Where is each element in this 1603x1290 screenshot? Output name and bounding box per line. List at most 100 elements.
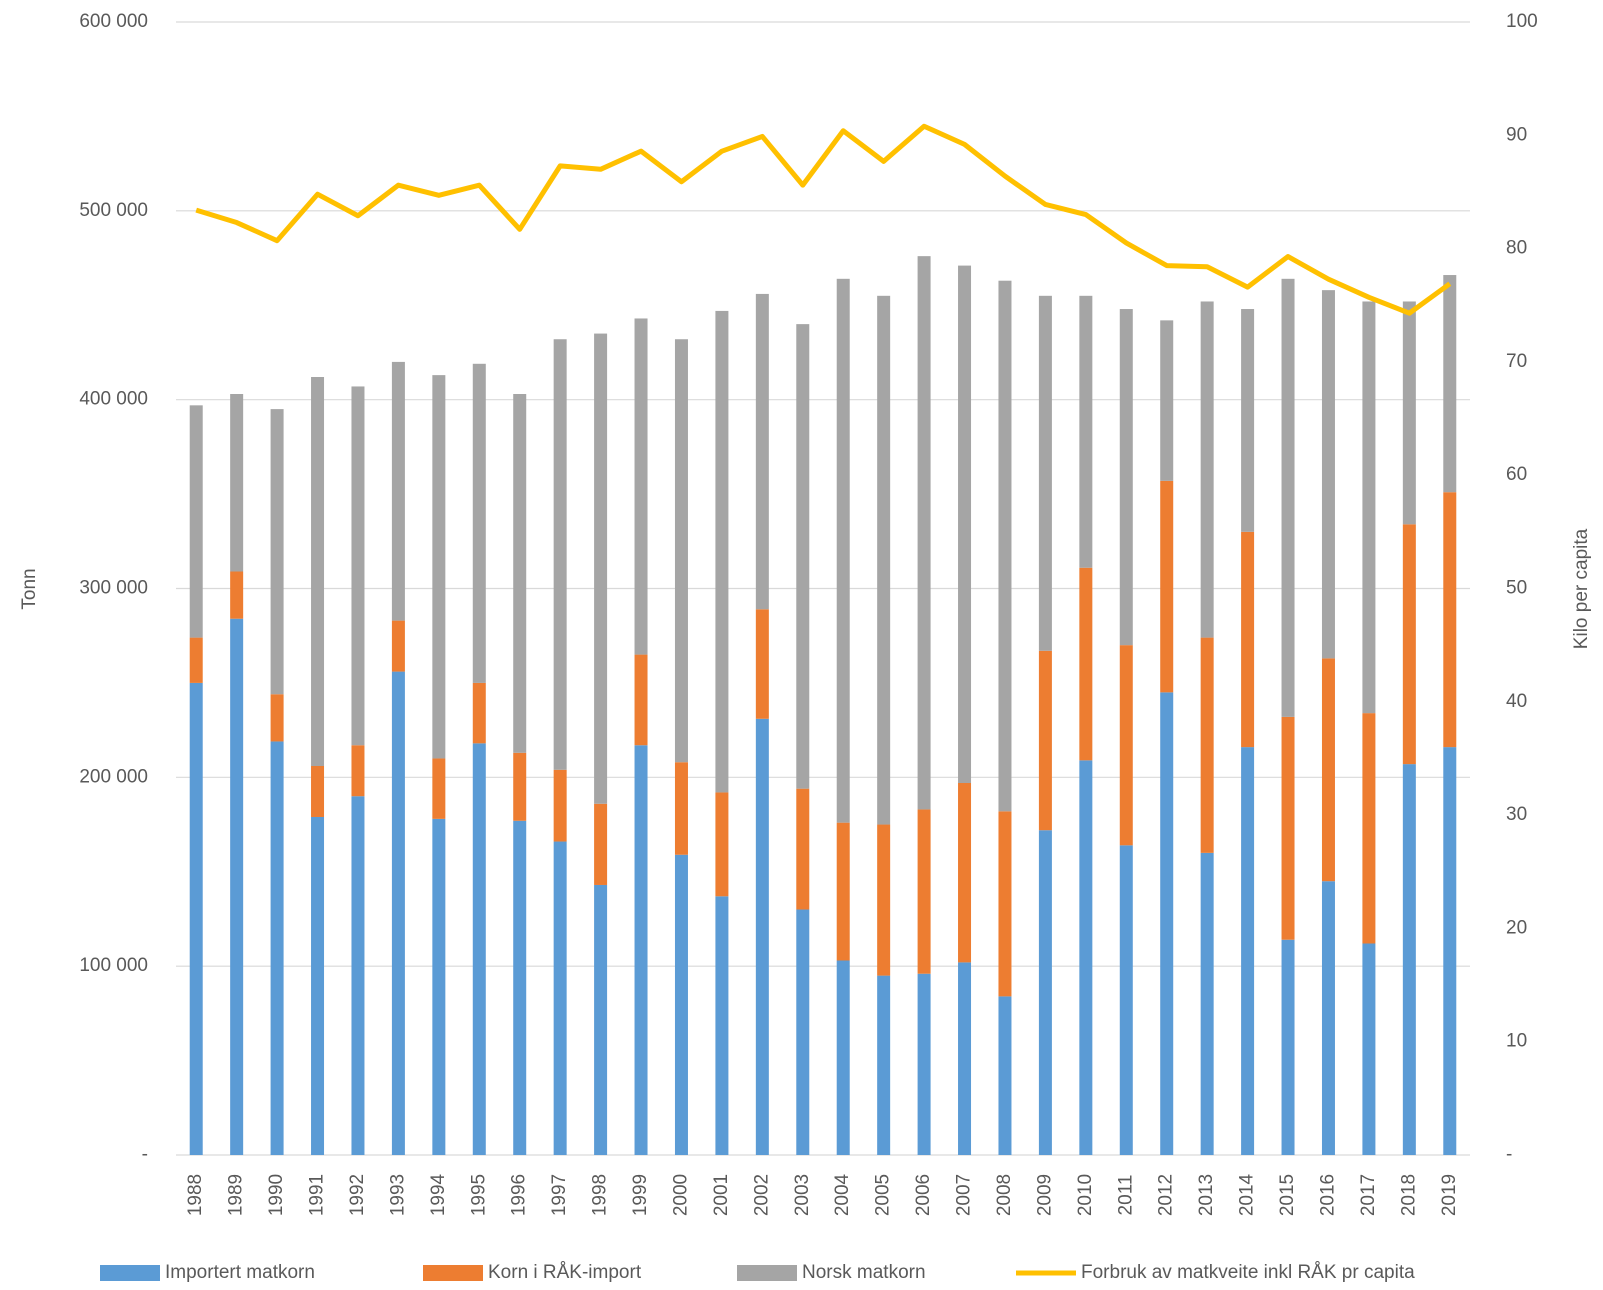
bar-segment	[1079, 567, 1093, 761]
bar-segment	[877, 975, 891, 1155]
bar-segment	[189, 682, 203, 1155]
legend-label: Norsk matkorn	[802, 1262, 926, 1283]
x-tick-label: 2017	[1358, 1174, 1379, 1216]
bar-segment	[1241, 747, 1255, 1155]
x-tick-label: 2005	[873, 1174, 894, 1216]
x-tick-label: 2019	[1439, 1174, 1460, 1216]
bar-segment	[1281, 939, 1295, 1155]
bar-segment	[1362, 943, 1376, 1155]
bar-segment	[796, 788, 810, 910]
bar-segment	[553, 841, 567, 1155]
bar-segment	[715, 792, 729, 897]
y2-tick-label: 20	[1506, 917, 1527, 938]
x-tick-label: 1997	[549, 1174, 570, 1216]
bar-segment	[796, 324, 810, 789]
x-tick-label: 2012	[1156, 1174, 1177, 1216]
bar-segment	[351, 745, 365, 797]
line-series	[195, 123, 1452, 316]
bar-segment	[1321, 290, 1335, 659]
bar-segment	[553, 339, 567, 770]
bar-segment	[836, 278, 850, 823]
y-tick-label: 600 000	[79, 11, 148, 32]
y2-tick-label: 40	[1506, 691, 1527, 712]
bar-segment	[270, 741, 284, 1155]
y-tick-label: 300 000	[79, 578, 148, 599]
bar-segment	[1321, 881, 1335, 1155]
x-tick-label: 2010	[1075, 1174, 1096, 1216]
bar-segment	[998, 996, 1012, 1155]
bar-segment	[270, 694, 284, 742]
bar-segment	[594, 803, 608, 885]
x-tick-label: 1991	[307, 1174, 328, 1216]
bar-segment	[998, 811, 1012, 997]
x-tick-label: 1995	[468, 1174, 489, 1216]
bar-segment	[351, 386, 365, 746]
bar-segment	[755, 609, 769, 719]
bar-segment	[1402, 524, 1416, 765]
bar-segment	[391, 620, 405, 672]
x-tick-label: 1996	[509, 1174, 530, 1216]
bar-segment	[715, 896, 729, 1155]
bar-segment	[472, 682, 486, 744]
bar-segment	[1160, 480, 1174, 693]
bar-segment	[1200, 852, 1214, 1155]
y-tick-label: 100 000	[79, 955, 148, 976]
bar-segment	[917, 809, 931, 974]
bar-segment	[1281, 716, 1295, 940]
bar-segment	[391, 361, 405, 621]
bar-segment	[1038, 650, 1052, 831]
bar-segment	[1119, 645, 1133, 846]
legend-swatch	[737, 1265, 797, 1281]
bar-segment	[1079, 760, 1093, 1155]
y2-tick-label: 30	[1506, 804, 1527, 825]
bar-segment	[755, 293, 769, 610]
bar-segment	[634, 654, 648, 746]
bar-segment	[432, 758, 446, 819]
bar-segment	[877, 295, 891, 825]
bar-segment	[513, 752, 527, 821]
bar-segment	[796, 909, 810, 1155]
bar-segment	[351, 796, 365, 1155]
bar-segment	[877, 824, 891, 976]
x-tick-label: 2001	[711, 1174, 732, 1216]
legend-swatch	[100, 1265, 160, 1281]
bar-segment	[311, 766, 325, 817]
bar-segment	[1362, 713, 1376, 944]
bar-segment	[189, 405, 203, 638]
x-tick-label: 1989	[226, 1174, 247, 1216]
bar-segment	[1241, 309, 1255, 532]
bar-segment	[1119, 845, 1133, 1155]
bar-segment	[513, 820, 527, 1155]
x-tick-label: 2004	[832, 1173, 853, 1216]
y2-tick-label: -	[1506, 1144, 1512, 1165]
y2-tick-label: 50	[1506, 578, 1527, 599]
y-tick-label: 500 000	[79, 200, 148, 221]
x-tick-label: 2011	[1115, 1175, 1136, 1216]
bar-segment	[1443, 275, 1457, 493]
x-tick-label: 2006	[913, 1174, 934, 1216]
bar-segment	[1443, 747, 1457, 1155]
bar-segment	[1200, 301, 1214, 638]
legend-swatch	[423, 1265, 483, 1281]
bar-segment	[391, 671, 405, 1155]
x-tick-label: 2008	[994, 1174, 1015, 1216]
bar-segment	[1281, 278, 1295, 717]
bar-segment	[1443, 492, 1457, 748]
bar-segment	[472, 363, 486, 683]
legend-label: Korn i RÅK-import	[488, 1262, 642, 1283]
bar-segment	[432, 375, 446, 759]
bar-segment	[958, 782, 972, 963]
x-tick-label: 2016	[1317, 1174, 1338, 1216]
y-tick-label: -	[142, 1144, 148, 1165]
x-tick-label: 1988	[185, 1174, 206, 1216]
y2-tick-label: 60	[1506, 464, 1527, 485]
bar-segment	[594, 884, 608, 1155]
x-tick-label: 1993	[387, 1174, 408, 1216]
x-tick-label: 2013	[1196, 1174, 1217, 1216]
bar-segment	[634, 745, 648, 1155]
x-tick-label: 1990	[266, 1174, 287, 1216]
x-tick-label: 2018	[1398, 1174, 1419, 1216]
bar-segment	[230, 618, 244, 1155]
